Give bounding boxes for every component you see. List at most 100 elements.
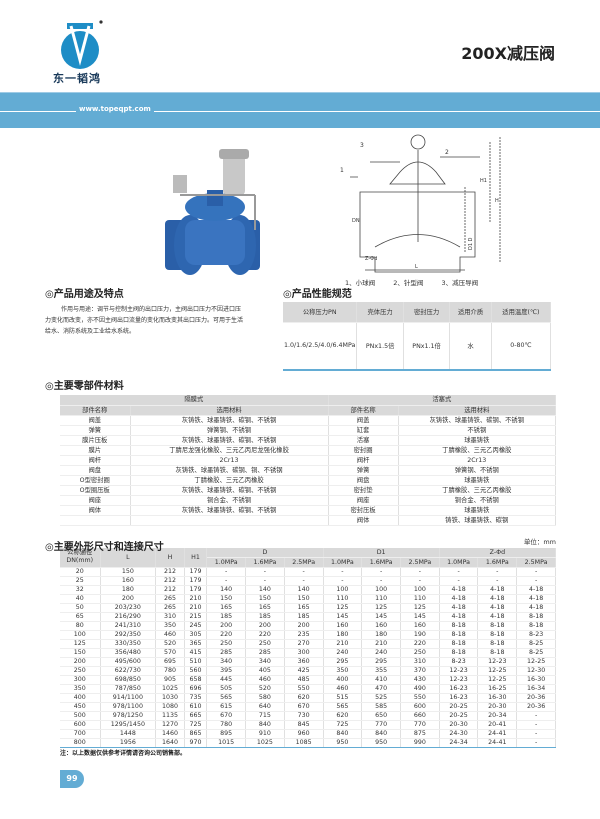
company-logo xyxy=(61,20,103,69)
dimension-cell: 1295/1450 xyxy=(100,720,157,730)
dimension-cell: - xyxy=(439,576,479,586)
part-name: 阀盘 xyxy=(60,465,131,476)
callout-1: 1 xyxy=(340,167,344,174)
dimension-cell: 1460 xyxy=(155,729,185,739)
dimension-cell: 16-23 xyxy=(439,684,479,694)
dimension-cell: - xyxy=(400,576,440,586)
dimension-cell: 65 xyxy=(60,612,101,622)
part-name: 活塞 xyxy=(328,435,399,446)
perf-cell: 1.0/1.6/2.5/4.0/6.4MPa xyxy=(283,322,358,371)
part-name: 阀盖 xyxy=(328,415,399,426)
dimension-cell: 16-30 xyxy=(477,693,518,703)
dimension-cell: 610 xyxy=(184,702,208,712)
part-name: 密封圈 xyxy=(328,445,399,456)
dimension-cell: 565 xyxy=(206,693,247,703)
dimension-cell: 190 xyxy=(400,630,440,640)
dimension-cell: 20-36 xyxy=(516,702,556,712)
dimension-cell: 700 xyxy=(60,729,101,739)
dimension-cell: 165 xyxy=(284,603,324,613)
dimension-row: 600 1295/1450 1270 725 780 840 845 725 770 770 20-… xyxy=(60,720,556,730)
dimension-cell: 160 xyxy=(361,621,401,631)
perf-cell: PNx1.5倍 xyxy=(356,322,404,371)
dimension-cell: 8-18 xyxy=(439,630,479,640)
dimension-cell: - xyxy=(439,567,479,577)
dimension-cell: 4-18 xyxy=(516,594,556,604)
dimension-cell: 12-23 xyxy=(477,657,518,667)
dimension-cell: 235 xyxy=(284,630,324,640)
dimension-cell: 16-23 xyxy=(439,693,479,703)
parts-row: 阀座 铜合金、不锈钢 阀座 铜合金、不锈钢 xyxy=(60,495,557,506)
dimension-cell: 585 xyxy=(361,702,401,712)
dimension-cell: 150 xyxy=(100,567,157,577)
part-material: 灰铸铁、球墨铸铁、碳钢、铜、不锈钢 xyxy=(130,465,329,476)
dimension-cell: 735 xyxy=(184,693,208,703)
dimension-cell: - xyxy=(323,567,363,577)
performance-heading: ◎产品性能规范 xyxy=(283,289,352,300)
dimension-cell: 285 xyxy=(245,648,285,658)
dimension-cell: 895 xyxy=(206,729,247,739)
dimension-cell: 20-30 xyxy=(477,702,518,712)
dim-d1-d: D1 D xyxy=(468,237,474,250)
dimension-cell: 212 xyxy=(155,567,185,577)
dimension-row: 50 203/230 265 210 165 165 165 125 125 125 4-18 4-1… xyxy=(60,603,556,613)
pressure-header: 2.5MPa xyxy=(400,557,440,568)
dimension-cell: 20-25 xyxy=(439,711,479,721)
dimension-cell: 185 xyxy=(206,612,247,622)
dimension-cell: 1080 xyxy=(155,702,185,712)
dimension-row: 32 180 212 179 140 140 140 100 100 100 4-18 4-18 4-1… xyxy=(60,585,556,595)
dimension-cell: 330/350 xyxy=(100,639,157,649)
dimension-cell: 8-18 xyxy=(477,630,518,640)
dimension-cell: 340 xyxy=(245,657,285,667)
dimension-cell: - xyxy=(516,576,556,586)
dimension-cell: 20-41 xyxy=(477,720,518,730)
dimension-cell: 165 xyxy=(206,603,247,613)
dimension-cell: 295 xyxy=(361,657,401,667)
perf-header: 壳体压力 xyxy=(356,302,404,323)
dimension-cell: 150 xyxy=(245,594,285,604)
dim-zd: Z-Φd xyxy=(365,256,377,262)
col-part-name: 部件名称 xyxy=(60,405,131,416)
part-name: 弹簧 xyxy=(328,465,399,476)
dimension-cell: 150 xyxy=(206,594,247,604)
dimension-cell: 4-18 xyxy=(516,585,556,595)
dimension-cell: 12-23 xyxy=(439,666,479,676)
dimension-cell: 40 xyxy=(60,594,101,604)
dimension-cell: 1956 xyxy=(100,738,157,748)
dimension-cell: 8-18 xyxy=(477,648,518,658)
dimension-row: 150 356/480 570 415 285 285 300 240 240 250 8-18 8-… xyxy=(60,648,556,658)
dimension-cell: 140 xyxy=(206,585,247,595)
dimension-cell: 216/290 xyxy=(100,612,157,622)
dimension-cell: 400 xyxy=(60,693,101,703)
part-name: 阀体 xyxy=(60,505,131,516)
dimension-row: 450 978/1100 1080 610 615 640 670 565 585 600 20-2… xyxy=(60,702,556,712)
dimension-row: 500 978/1250 1135 665 670 715 730 620 650 660 20-2… xyxy=(60,711,556,721)
dimension-cell: 8-18 xyxy=(439,639,479,649)
pressure-header: 1.6MPa xyxy=(477,557,518,568)
dimension-cell: 20-36 xyxy=(516,693,556,703)
dimension-cell: 696 xyxy=(184,684,208,694)
url-divider xyxy=(0,111,600,112)
dimension-cell: - xyxy=(477,567,518,577)
part-name: 阀体 xyxy=(328,515,399,526)
pressure-header: 1.6MPa xyxy=(245,557,285,568)
part-material: 灰铸铁、球墨铸铁、碳钢、不锈钢 xyxy=(130,485,329,496)
dimension-row: 350 787/850 1025 696 505 520 550 460 470 490 16-23… xyxy=(60,684,556,694)
dimension-cell: 800 xyxy=(60,738,101,748)
dimension-cell: 510 xyxy=(184,657,208,667)
dimension-cell: 787/850 xyxy=(100,684,157,694)
part-material: 2Cr13 xyxy=(398,455,557,466)
dimension-cell: 670 xyxy=(206,711,247,721)
part-material: 丁腈橡胶、三元乙丙橡胶 xyxy=(130,475,329,486)
dimension-cell: - xyxy=(516,711,556,721)
dimension-cell: 8-18 xyxy=(439,648,479,658)
dimension-cell: 4-18 xyxy=(477,594,518,604)
dimension-cell: 620 xyxy=(323,711,363,721)
perf-header: 密封压力 xyxy=(403,302,451,323)
dimension-cell: 914/1100 xyxy=(100,693,157,703)
usage-text: 作用与用途：调节与控制主阀的出口压力，主阀出口压力不因进口压力变化而改变，亦不因… xyxy=(45,306,244,335)
pressure-header: 2.5MPa xyxy=(284,557,324,568)
dimensions-table: 公称通径DN(mm) L H H1 D D1 Z-Φd 1.0MPa 1.6MPa… xyxy=(60,547,557,748)
dimension-cell: 210 xyxy=(323,639,363,649)
dimension-cell: 990 xyxy=(400,738,440,748)
dimension-cell: 220 xyxy=(400,639,440,649)
